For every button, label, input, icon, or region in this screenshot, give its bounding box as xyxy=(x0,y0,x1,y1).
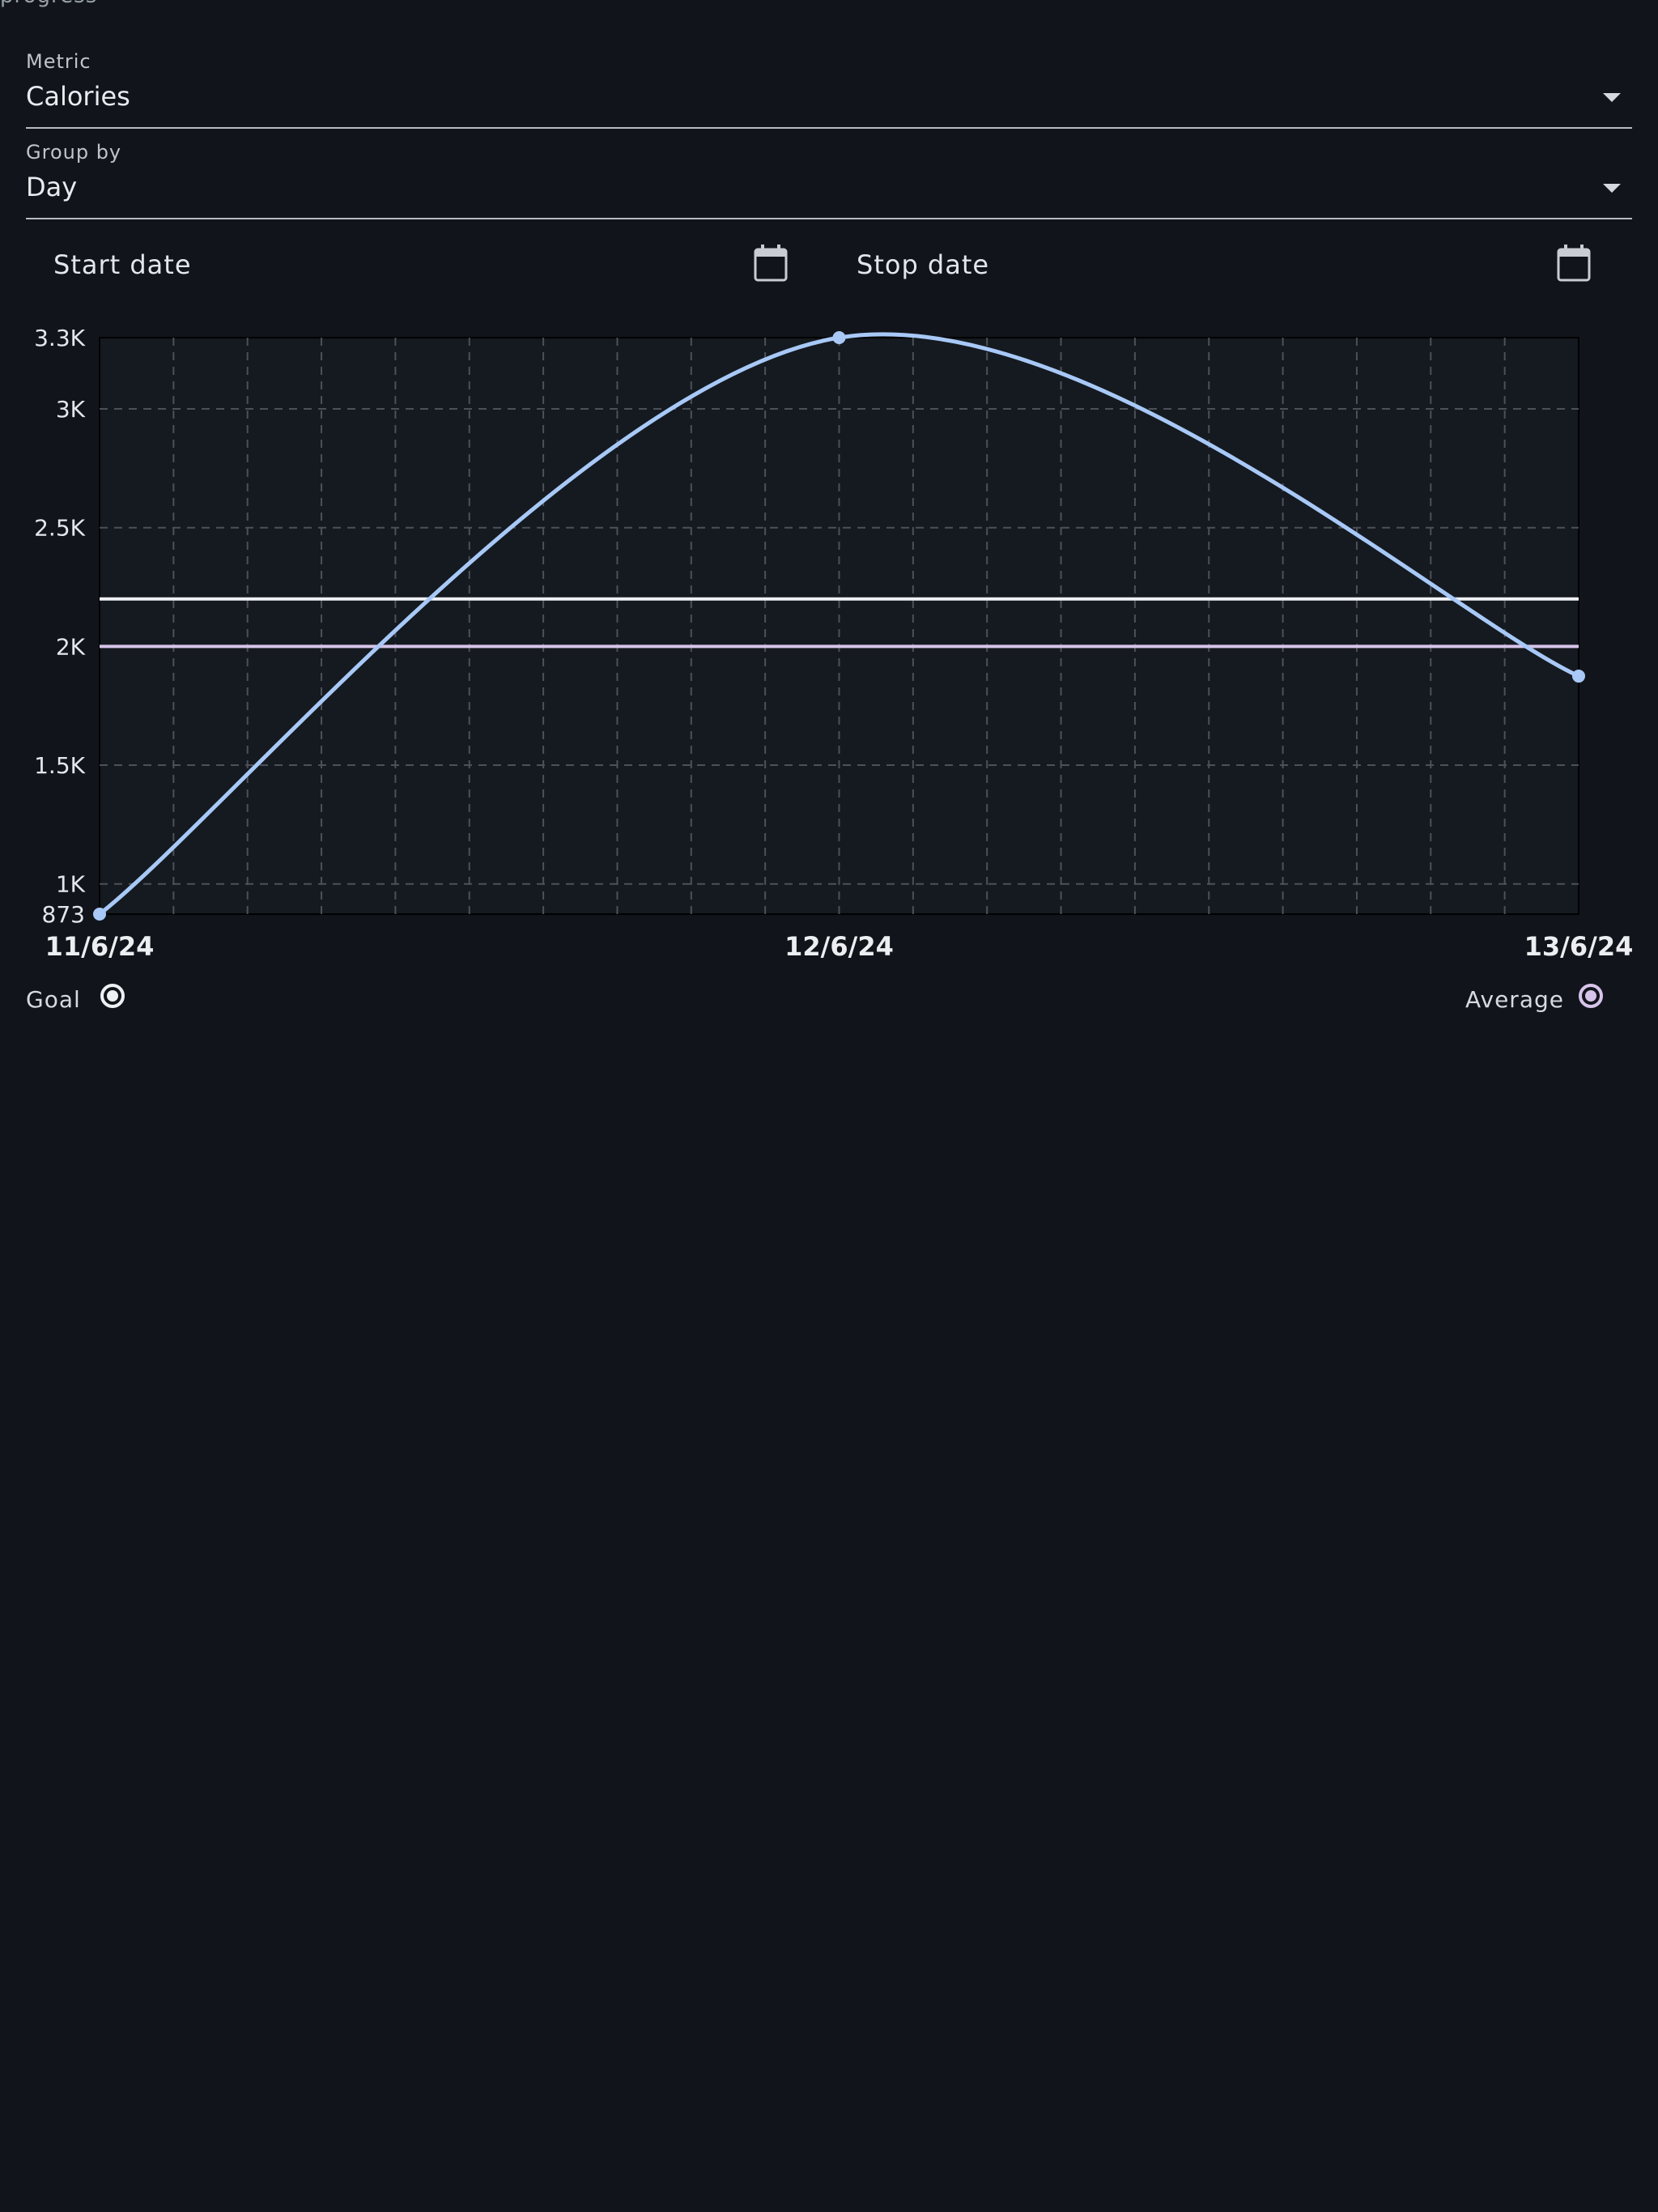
metric-label: Metric xyxy=(26,50,91,73)
legend-average-label: Average xyxy=(1465,986,1564,1013)
chevron-down-icon xyxy=(1603,184,1621,193)
stop-date-field[interactable]: Stop date xyxy=(857,240,1593,293)
top-cut-text: progress xyxy=(0,0,97,8)
chevron-down-icon xyxy=(1603,93,1621,102)
calories-chart: 873 1K 1.5K 2K 2.5K 3K 3.3K 11/6/24 12/6/24 13/6… xyxy=(34,325,1634,962)
y-tick-label: 2.5K xyxy=(34,515,86,542)
metric-select[interactable]: Metric Calories xyxy=(26,49,1632,130)
y-tick-label: 2K xyxy=(56,633,86,660)
x-tick-label: 13/6/24 xyxy=(1524,931,1634,962)
plot-area xyxy=(99,337,1579,915)
y-tick-label: 3K xyxy=(56,396,86,423)
y-tick-label: 3.3K xyxy=(34,325,86,351)
legend-goal-toggle[interactable]: Goal xyxy=(26,980,139,1017)
group-by-value: Day xyxy=(26,172,78,202)
radio-icon[interactable] xyxy=(100,984,125,1008)
calendar-icon[interactable] xyxy=(1557,245,1591,282)
x-tick-label: 12/6/24 xyxy=(784,931,894,962)
group-by-label: Group by xyxy=(26,141,122,164)
radio-icon[interactable] xyxy=(1579,984,1603,1008)
metric-underline xyxy=(26,127,1632,129)
start-date-label: Start date xyxy=(53,249,192,280)
y-tick-label: 1.5K xyxy=(34,752,86,779)
group-by-underline xyxy=(26,218,1632,219)
data-point xyxy=(93,908,106,921)
y-tick-label: 873 xyxy=(42,901,85,928)
group-by-select[interactable]: Group by Day xyxy=(26,139,1632,220)
x-tick-label: 11/6/24 xyxy=(45,931,155,962)
calendar-icon[interactable] xyxy=(754,245,788,282)
legend-goal-label: Goal xyxy=(26,986,81,1013)
legend-average-toggle[interactable]: Average xyxy=(1465,980,1611,1017)
y-tick-label: 1K xyxy=(56,871,86,898)
data-point xyxy=(832,331,846,344)
metric-value: Calories xyxy=(26,81,130,112)
stop-date-label: Stop date xyxy=(857,249,990,280)
data-point xyxy=(1572,670,1585,683)
start-date-field[interactable]: Start date xyxy=(53,240,790,293)
